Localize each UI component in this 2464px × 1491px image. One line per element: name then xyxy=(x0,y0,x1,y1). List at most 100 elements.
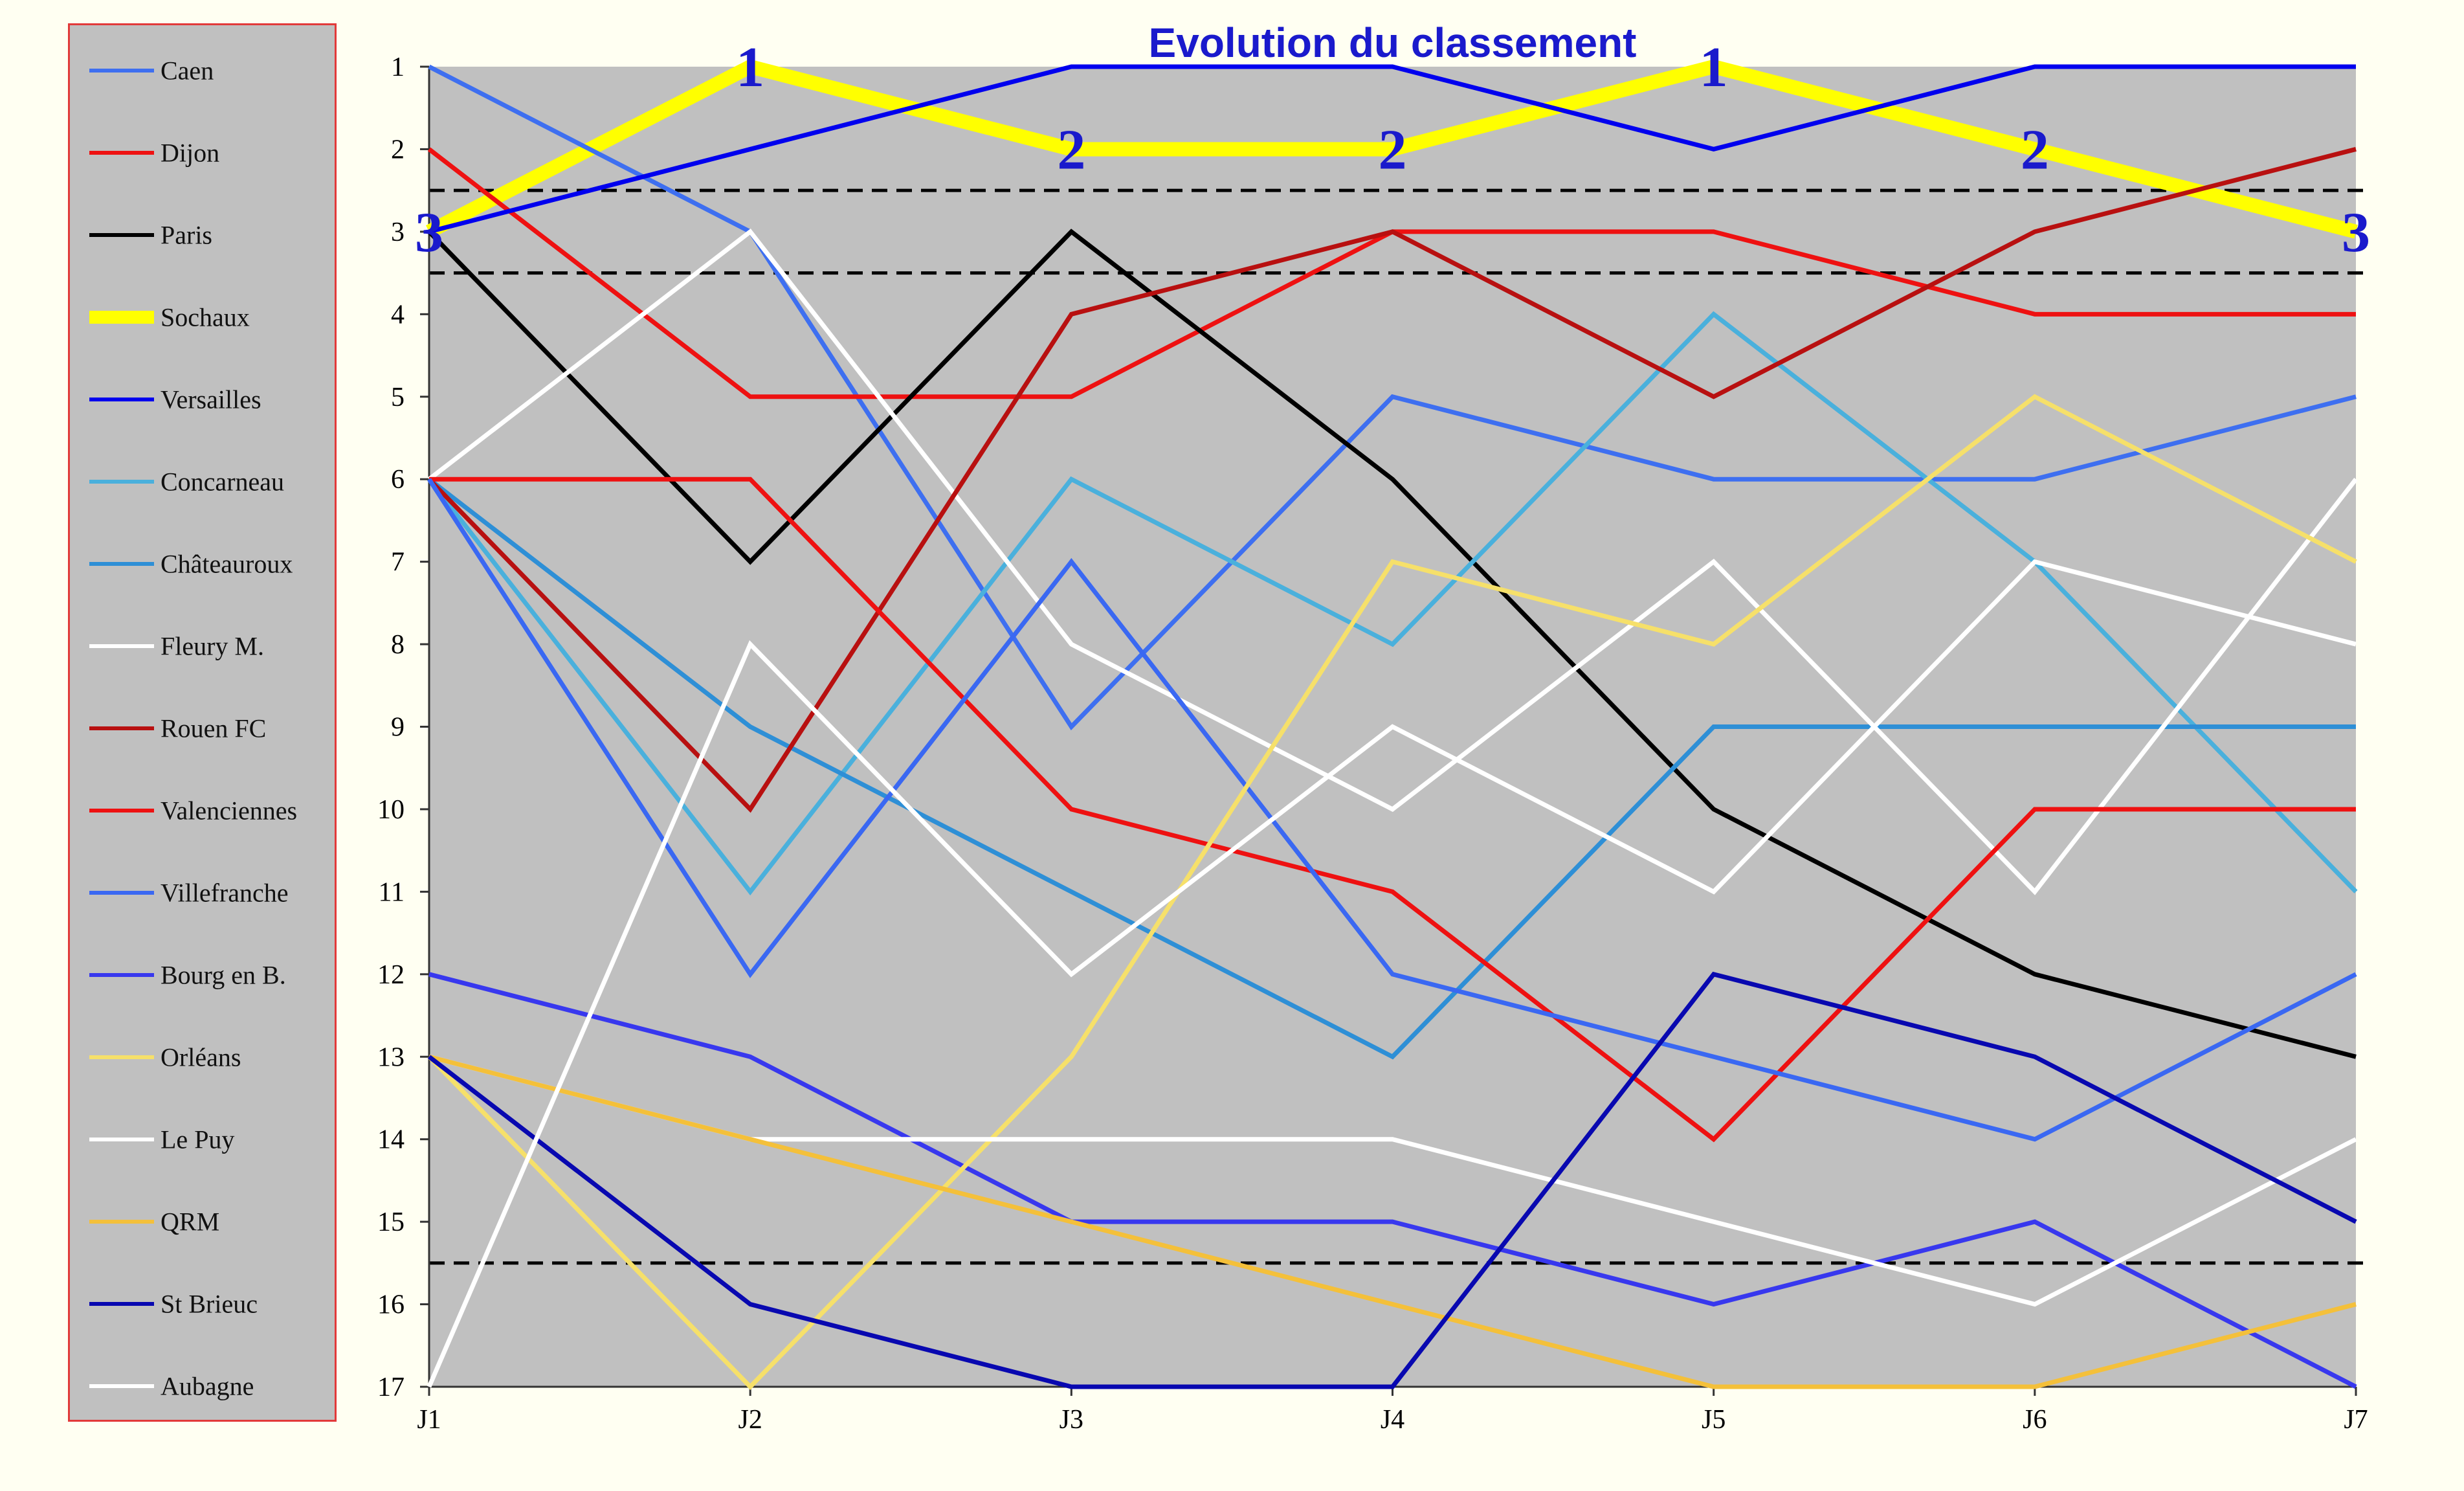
legend-swatch xyxy=(89,1055,154,1059)
series-line-st-brieuc xyxy=(427,971,2357,1389)
series-line-aubagne xyxy=(427,559,2357,1388)
series-line-fleury-m xyxy=(427,228,2358,895)
y-tick-label: 11 xyxy=(379,877,405,907)
rank-annotation: 2 xyxy=(2021,118,2049,181)
series-line-paris xyxy=(427,229,2357,1059)
legend-swatch xyxy=(89,891,154,895)
legend-item: Dijon xyxy=(70,127,335,179)
legend-item: Versailles xyxy=(70,374,335,425)
legend-item: Villefranche xyxy=(70,867,335,919)
y-tick-label: 8 xyxy=(391,630,405,660)
legend-swatch xyxy=(89,562,154,566)
y-tick-label: 14 xyxy=(377,1125,405,1155)
rank-annotation: 2 xyxy=(1379,118,1407,181)
legend-item: Rouen FC xyxy=(70,702,335,754)
legend-item: QRM xyxy=(70,1196,335,1248)
y-tick-label: 17 xyxy=(377,1373,405,1402)
legend-swatch xyxy=(89,233,154,237)
legend-swatch xyxy=(89,1384,154,1388)
legend-item: Sochaux xyxy=(70,291,335,343)
legend-swatch xyxy=(89,1220,154,1224)
y-tick-label: 7 xyxy=(391,548,405,577)
legend-label: Bourg en B. xyxy=(161,960,286,990)
series-line-rouen-fc xyxy=(427,147,2357,813)
legend-label: Rouen FC xyxy=(161,713,267,743)
rank-annotation: 1 xyxy=(1700,36,1728,99)
y-tick-label: 12 xyxy=(377,960,405,990)
x-tick-label: J6 xyxy=(2023,1405,2047,1435)
series-line-versailles xyxy=(428,64,2356,234)
chart-title: Evolution du classement xyxy=(1149,19,1637,66)
series-lines xyxy=(425,59,2358,1391)
legend-label: St Brieuc xyxy=(161,1289,258,1319)
legend-item: Paris xyxy=(70,209,335,261)
legend-item: Fleury M. xyxy=(70,620,335,672)
legend-swatch xyxy=(89,1138,154,1141)
legend-label: Caen xyxy=(161,56,214,85)
reference-lines xyxy=(429,188,2372,1265)
series-line-orleans xyxy=(427,394,2357,1391)
legend-label: Châteauroux xyxy=(161,549,293,579)
legend-label: Dijon xyxy=(161,138,220,168)
rank-annotation: 1 xyxy=(736,36,764,99)
legend-swatch xyxy=(89,973,154,977)
legend-item: Caen xyxy=(70,45,335,96)
x-tick-label: J3 xyxy=(1060,1405,1083,1435)
legend-label: Concarneau xyxy=(161,467,285,497)
legend-label: Paris xyxy=(161,220,212,250)
rank-annotations: 3 1 2 2 1 2 3 xyxy=(415,36,2370,264)
legend-swatch xyxy=(89,809,154,813)
y-tick-label: 2 xyxy=(391,135,405,164)
x-tick-label: J2 xyxy=(738,1405,762,1435)
legend-swatch xyxy=(89,311,154,324)
legend-label: Orléans xyxy=(161,1042,241,1072)
legend-label: Versailles xyxy=(161,385,261,414)
legend-swatch xyxy=(89,69,154,73)
legend-swatch xyxy=(89,726,154,730)
legend-item: Concarneau xyxy=(70,456,335,508)
series-line-chateauroux xyxy=(427,477,2356,1060)
legend-item: Bourg en B. xyxy=(70,949,335,1001)
legend-label: Valenciennes xyxy=(161,796,298,825)
legend-swatch xyxy=(89,398,154,401)
legend-item: Le Puy xyxy=(70,1114,335,1165)
legend-item: St Brieuc xyxy=(70,1278,335,1330)
legend-label: Fleury M. xyxy=(161,631,264,661)
y-tick-label: 16 xyxy=(377,1290,405,1320)
legend-swatch xyxy=(89,480,154,484)
y-tick-label: 9 xyxy=(391,713,405,743)
series-line-valenciennes xyxy=(429,476,2356,1143)
y-tick-label: 4 xyxy=(391,300,405,330)
series-line-bourg-en-b xyxy=(428,972,2357,1389)
y-tick-label: 10 xyxy=(377,795,405,825)
series-line-sochaux xyxy=(425,59,2358,239)
rank-annotation: 3 xyxy=(2342,201,2370,264)
y-tick-label: 13 xyxy=(377,1042,405,1072)
legend-swatch xyxy=(89,151,154,155)
legend-item: Châteauroux xyxy=(70,538,335,590)
legend-item: Valenciennes xyxy=(70,785,335,836)
legend-label: Sochaux xyxy=(161,302,250,332)
y-tick-label: 1 xyxy=(391,52,405,82)
y-tick-label: 5 xyxy=(391,383,405,412)
y-tick-label: 3 xyxy=(391,218,405,247)
x-tick-label: J7 xyxy=(2344,1405,2368,1435)
legend-label: QRM xyxy=(161,1207,220,1237)
x-tick-label: J4 xyxy=(1381,1405,1404,1435)
rank-annotation: 3 xyxy=(415,201,443,264)
x-tick-label: J1 xyxy=(417,1405,441,1435)
series-line-villefranche xyxy=(427,478,2357,1142)
legend-item: Aubagne xyxy=(70,1360,335,1412)
legend-swatch xyxy=(89,644,154,648)
legend-item: Orléans xyxy=(70,1031,335,1083)
series-line-qrm xyxy=(428,1054,2357,1389)
x-tick-label: J5 xyxy=(1702,1405,1726,1435)
legend-label: Villefranche xyxy=(161,878,289,908)
y-tick-label: 15 xyxy=(377,1207,405,1237)
rank-annotation: 2 xyxy=(1057,118,1085,181)
legend-label: Aubagne xyxy=(161,1371,254,1401)
y-tick-label: 6 xyxy=(391,465,405,495)
legend-label: Le Puy xyxy=(161,1125,235,1154)
